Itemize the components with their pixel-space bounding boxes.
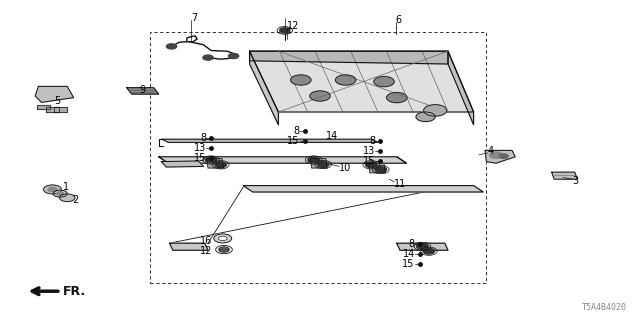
Text: 4: 4 bbox=[488, 146, 494, 156]
Bar bbox=[37, 105, 50, 109]
Polygon shape bbox=[127, 88, 159, 94]
Circle shape bbox=[228, 53, 239, 59]
Text: 16: 16 bbox=[200, 236, 212, 246]
Circle shape bbox=[223, 248, 228, 251]
Circle shape bbox=[490, 152, 502, 158]
Text: 8: 8 bbox=[200, 132, 206, 143]
Text: 8: 8 bbox=[293, 126, 300, 136]
Polygon shape bbox=[485, 150, 515, 163]
Text: 15: 15 bbox=[403, 259, 415, 269]
Text: 3: 3 bbox=[573, 176, 579, 186]
Circle shape bbox=[499, 154, 508, 158]
Polygon shape bbox=[162, 139, 378, 142]
Text: 10: 10 bbox=[339, 163, 351, 173]
Circle shape bbox=[291, 75, 311, 85]
Polygon shape bbox=[250, 51, 278, 125]
Polygon shape bbox=[369, 163, 385, 173]
Text: 9: 9 bbox=[140, 84, 146, 95]
Circle shape bbox=[280, 28, 290, 33]
Polygon shape bbox=[250, 51, 474, 112]
Circle shape bbox=[317, 162, 329, 167]
Bar bbox=[46, 107, 59, 112]
Text: 14: 14 bbox=[326, 131, 339, 141]
Text: FR.: FR. bbox=[63, 285, 86, 298]
Text: 1: 1 bbox=[63, 182, 69, 192]
Circle shape bbox=[60, 194, 75, 202]
Polygon shape bbox=[207, 158, 223, 168]
Text: T5A4B4020: T5A4B4020 bbox=[582, 303, 627, 312]
Circle shape bbox=[56, 192, 63, 195]
Text: 8: 8 bbox=[369, 136, 375, 146]
Text: 5: 5 bbox=[54, 96, 61, 106]
Polygon shape bbox=[310, 158, 327, 168]
Circle shape bbox=[218, 236, 227, 241]
Circle shape bbox=[423, 248, 435, 254]
Circle shape bbox=[424, 105, 447, 116]
Text: 15: 15 bbox=[287, 136, 300, 147]
Polygon shape bbox=[448, 51, 474, 125]
Circle shape bbox=[221, 248, 226, 250]
Circle shape bbox=[53, 190, 67, 197]
Polygon shape bbox=[35, 86, 74, 102]
Text: 2: 2 bbox=[72, 195, 79, 205]
Circle shape bbox=[214, 234, 232, 243]
Circle shape bbox=[222, 248, 227, 250]
Text: 6: 6 bbox=[396, 15, 402, 25]
Circle shape bbox=[222, 249, 227, 252]
Text: 8: 8 bbox=[408, 239, 415, 249]
Polygon shape bbox=[161, 161, 204, 167]
Polygon shape bbox=[552, 172, 577, 179]
Polygon shape bbox=[243, 186, 483, 192]
Text: 15: 15 bbox=[194, 153, 206, 163]
Circle shape bbox=[308, 157, 319, 163]
Text: 13: 13 bbox=[194, 143, 206, 153]
Text: 7: 7 bbox=[191, 12, 197, 23]
Text: 12: 12 bbox=[287, 21, 299, 31]
Polygon shape bbox=[170, 243, 208, 250]
Circle shape bbox=[219, 247, 229, 252]
Polygon shape bbox=[250, 51, 448, 64]
Circle shape bbox=[375, 167, 387, 172]
Circle shape bbox=[365, 162, 377, 168]
Text: 15: 15 bbox=[363, 156, 375, 166]
Circle shape bbox=[44, 185, 61, 194]
Text: 13: 13 bbox=[363, 146, 375, 156]
Circle shape bbox=[335, 75, 356, 85]
Circle shape bbox=[203, 55, 213, 60]
Circle shape bbox=[310, 91, 330, 101]
Circle shape bbox=[48, 187, 57, 192]
Circle shape bbox=[205, 157, 217, 163]
Bar bbox=[54, 107, 67, 112]
Circle shape bbox=[387, 92, 407, 103]
Circle shape bbox=[166, 44, 177, 49]
Circle shape bbox=[215, 162, 227, 168]
Circle shape bbox=[417, 244, 428, 249]
Text: 11: 11 bbox=[394, 179, 406, 189]
Bar bbox=[150, 32, 486, 283]
Circle shape bbox=[416, 112, 435, 122]
Text: 14: 14 bbox=[403, 249, 415, 259]
Circle shape bbox=[374, 76, 394, 87]
Text: 12: 12 bbox=[200, 246, 212, 256]
Circle shape bbox=[221, 249, 226, 252]
Polygon shape bbox=[397, 243, 448, 250]
Circle shape bbox=[220, 248, 225, 251]
Polygon shape bbox=[159, 157, 406, 163]
